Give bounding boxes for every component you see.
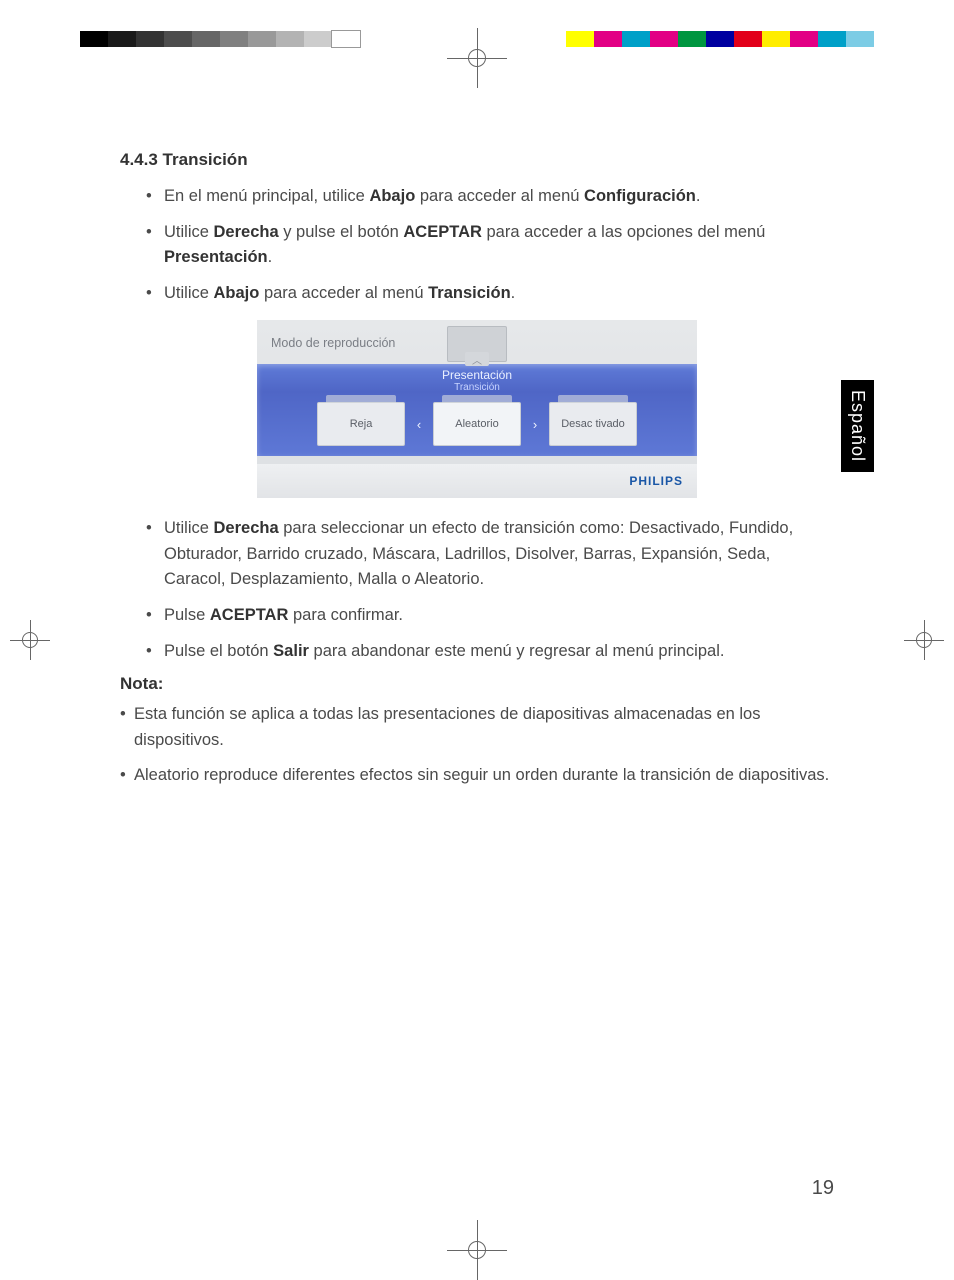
ui-mode-title: Modo de reproducción	[271, 336, 395, 350]
note-item: Esta función se aplica a todas las prese…	[134, 702, 834, 753]
instruction-item: En el menú principal, utilice Abajo para…	[164, 184, 834, 210]
instruction-item: Utilice Abajo para acceder al menú Trans…	[164, 281, 834, 307]
registration-cross-bottom	[447, 1220, 507, 1280]
print-registration-bottom	[0, 1220, 954, 1260]
chevron-right-icon[interactable]: ›	[525, 410, 545, 438]
note-heading: Nota:	[120, 674, 834, 694]
section-title: Transición	[163, 150, 248, 169]
section-number: 4.4.3	[120, 150, 158, 169]
ui-selection-stripe: ︿ Presentación Transición Reja ‹ Aleator…	[257, 364, 697, 456]
chevron-left-icon[interactable]: ‹	[409, 410, 429, 438]
chevron-up-icon: ︿	[465, 352, 489, 366]
brand-logo: PHILIPS	[629, 474, 683, 488]
embedded-ui-screenshot: Modo de reproducción ︿ Presentación Tran…	[257, 320, 697, 498]
ui-option-selected[interactable]: Aleatorio	[433, 402, 521, 446]
section-heading: 4.4.3 Transición	[120, 150, 834, 170]
color-swatch-bar	[566, 31, 874, 47]
note-item: Aleatorio reproduce diferentes efectos s…	[134, 763, 834, 789]
instruction-item: Pulse ACEPTAR para confirmar.	[164, 603, 834, 629]
page-number: 19	[812, 1177, 834, 1200]
instruction-list-a: En el menú principal, utilice Abajo para…	[120, 184, 834, 306]
page-content: 4.4.3 Transición En el menú principal, u…	[120, 150, 834, 799]
grayscale-swatch-bar	[80, 31, 360, 47]
registration-cross-top	[447, 28, 507, 88]
ui-option[interactable]: Desac tivado	[549, 402, 637, 446]
ui-category-label: Presentación	[257, 368, 697, 382]
registration-cross-right	[904, 620, 944, 660]
instruction-item: Pulse el botón Salir para abandonar este…	[164, 639, 834, 665]
language-tab: Español	[841, 380, 874, 472]
registration-cross-left	[10, 620, 50, 660]
instruction-item: Utilice Derecha y pulse el botón ACEPTAR…	[164, 220, 834, 271]
instruction-list-b: Utilice Derecha para seleccionar un efec…	[120, 516, 834, 664]
ui-subcategory-label: Transición	[257, 382, 697, 393]
instruction-item: Utilice Derecha para seleccionar un efec…	[164, 516, 834, 593]
ui-option-row: Reja ‹ Aleatorio › Desac tivado	[257, 400, 697, 448]
ui-option[interactable]: Reja	[317, 402, 405, 446]
note-list: Esta función se aplica a todas las prese…	[120, 702, 834, 789]
